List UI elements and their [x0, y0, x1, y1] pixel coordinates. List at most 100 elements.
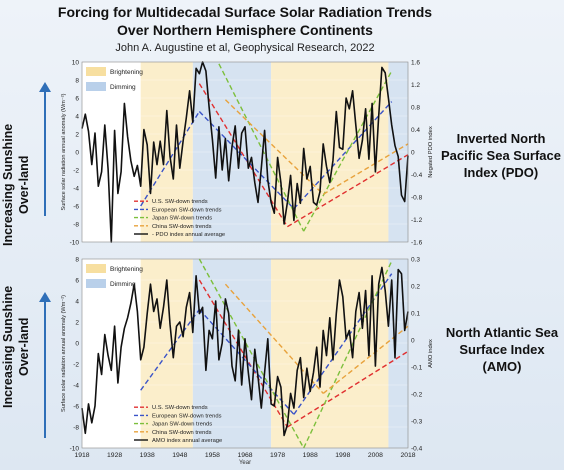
y-tick-label: 6	[75, 96, 79, 103]
y2-tick-label: -0.8	[411, 195, 423, 202]
x-tick-label: 1988	[303, 452, 318, 459]
y-tick-label: -6	[73, 404, 79, 411]
y2-tick-label: 0	[411, 150, 415, 157]
y2-tick-label: -0.1	[411, 365, 423, 372]
y-tick-label: -8	[73, 222, 79, 229]
trend-line-japan-5	[198, 258, 305, 449]
y2-tick-label: -0.3	[411, 419, 423, 426]
y-tick-label: 4	[75, 114, 79, 121]
x-tick-label: 1918	[74, 452, 89, 459]
trend-line-europe-2	[140, 308, 200, 391]
y-tick-label: 8	[75, 78, 79, 85]
right-label-top-line-1: Inverted North	[456, 131, 546, 146]
y-tick-label: 0	[75, 341, 79, 348]
shading-key-label: Dimming	[110, 84, 136, 91]
shading-key-swatch	[86, 82, 106, 91]
x-tick-label: 1978	[270, 452, 285, 459]
left-label-top: Increasing Sunshine Over-land	[1, 123, 31, 247]
right-label-bottom-line-3: (AMO)	[482, 359, 522, 374]
y-tick-label: -4	[73, 186, 79, 193]
shading-key-swatch	[86, 67, 106, 76]
legend-label-japan: Japan SW-down trends	[152, 216, 212, 222]
y-tick-label: 2	[75, 320, 79, 327]
x-tick-label: 1998	[335, 452, 350, 459]
index-series-line	[81, 61, 409, 243]
right-label-top-line-2: Pacific Sea Surface	[441, 148, 561, 163]
shading-key-swatch	[86, 279, 106, 288]
y-tick-label: -8	[73, 425, 79, 432]
y-tick-label: -10	[70, 446, 80, 453]
subtitle: John A. Augustine et al, Geophysical Res…	[115, 42, 375, 54]
x-tick-label: 1968	[237, 452, 252, 459]
x-tick-label: 1928	[107, 452, 122, 459]
legend-label-us: U.S. SW-down trends	[152, 199, 208, 205]
title-line-1: Forcing for Multidecadal Surface Solar R…	[57, 4, 433, 20]
shading-key-swatch	[86, 264, 106, 273]
trend-line-us-0	[198, 279, 288, 428]
shading-key-label: Dimming	[110, 281, 136, 288]
legend-label-europe: European SW-down trends	[152, 207, 222, 213]
y2-tick-label: -1.2	[411, 217, 423, 224]
x-tick-label: 1948	[172, 452, 187, 459]
y2-tick-label: 0.2	[411, 284, 420, 291]
trend-line-japan-6	[303, 260, 393, 449]
pdo-chart: 10 8 6 4 2 0 -2 -4 -6 -8 -10 1.6 1.2 0.8 0.4 0 -0.4 -0.8 -…	[61, 60, 434, 247]
y2-tick-label: 1.6	[411, 60, 420, 67]
y2-tick-label: -0.4	[411, 172, 423, 179]
y-tick-label: -4	[73, 383, 79, 390]
y-tick-label: 4	[75, 299, 79, 306]
arrow-up-icon-top	[39, 82, 51, 216]
legend-label-europe: European SW-down trends	[152, 413, 222, 419]
y-tick-label: -2	[73, 362, 79, 369]
y-axis-label: Surface solar radiation annual anomaly (…	[61, 295, 67, 412]
shading-key-label: Brightening	[110, 266, 143, 273]
legend-label-us: U.S. SW-down trends	[152, 405, 208, 411]
y2-tick-label: -0.4	[411, 446, 423, 453]
left-label-bottom: Increasing Sunshine Over-land	[1, 285, 31, 409]
legend-label-index: - PDO index annual average	[152, 232, 225, 238]
y2-axis-label: Negated PDO index	[428, 126, 434, 178]
x-tick-label: 1958	[205, 452, 220, 459]
trend-line-china-8	[322, 143, 409, 195]
trend-line-us-0	[198, 83, 288, 228]
legend-label-index: AMO index annual average	[152, 438, 222, 444]
right-label-bottom: North Atlantic Sea Surface Index (AMO)	[440, 324, 564, 375]
y2-tick-label: 0.8	[411, 105, 420, 112]
trend-line-europe-4	[293, 101, 393, 210]
y2-tick-label: 0.4	[411, 127, 420, 134]
right-label-bottom-line-1: North Atlantic Sea	[445, 325, 559, 340]
trend-line-japan-5	[218, 63, 305, 232]
x-tick-label: 2018	[400, 452, 415, 459]
x-tick-label: 1938	[140, 452, 155, 459]
right-label-top-line-3: Index (PDO)	[463, 165, 539, 180]
plot-frame	[81, 61, 409, 243]
trend-line-europe-3	[198, 111, 295, 210]
y-tick-label: 6	[75, 278, 79, 285]
legend-label-china: China SW-down trends	[152, 430, 212, 436]
y-tick-label: 0	[75, 150, 79, 157]
legend-label-china: China SW-down trends	[152, 224, 212, 230]
y2-tick-label: 1.2	[411, 82, 420, 89]
arrow-up-icon-bottom	[39, 292, 51, 438]
y2-tick-label: 0.3	[411, 257, 420, 264]
x-tick-label: 2008	[368, 452, 383, 459]
title-line-2: Over Northern Hemisphere Continents	[117, 22, 373, 38]
trend-line-japan-6	[303, 70, 393, 232]
right-label-bottom-line-2: Surface Index	[459, 342, 545, 357]
shading-key-label: Brightening	[110, 69, 143, 76]
index-series-line	[81, 266, 409, 437]
y-tick-label: 2	[75, 132, 79, 139]
y-tick-label: -6	[73, 204, 79, 211]
plot-frame	[81, 258, 409, 449]
y-axis-label: Surface solar radiation annual anomaly (…	[61, 93, 67, 210]
y-tick-label: -2	[73, 168, 79, 175]
y-tick-label: 8	[75, 257, 79, 264]
y-tick-label: -10	[70, 240, 80, 247]
y2-tick-label: -0.2	[411, 392, 423, 399]
y2-tick-label: -1.6	[411, 240, 423, 247]
right-label-top: Inverted North Pacific Sea Surface Index…	[438, 130, 564, 181]
amo-chart: 8 6 4 2 0 -2 -4 -6 -8 -10 0.3 0.2 0.1 0 -0.1 -0.2 -0.3 -0…	[61, 257, 434, 467]
legend-label-japan: Japan SW-down trends	[152, 422, 212, 428]
x-axis-label: Year	[239, 460, 251, 466]
y2-axis-label: AMO index	[428, 339, 434, 368]
